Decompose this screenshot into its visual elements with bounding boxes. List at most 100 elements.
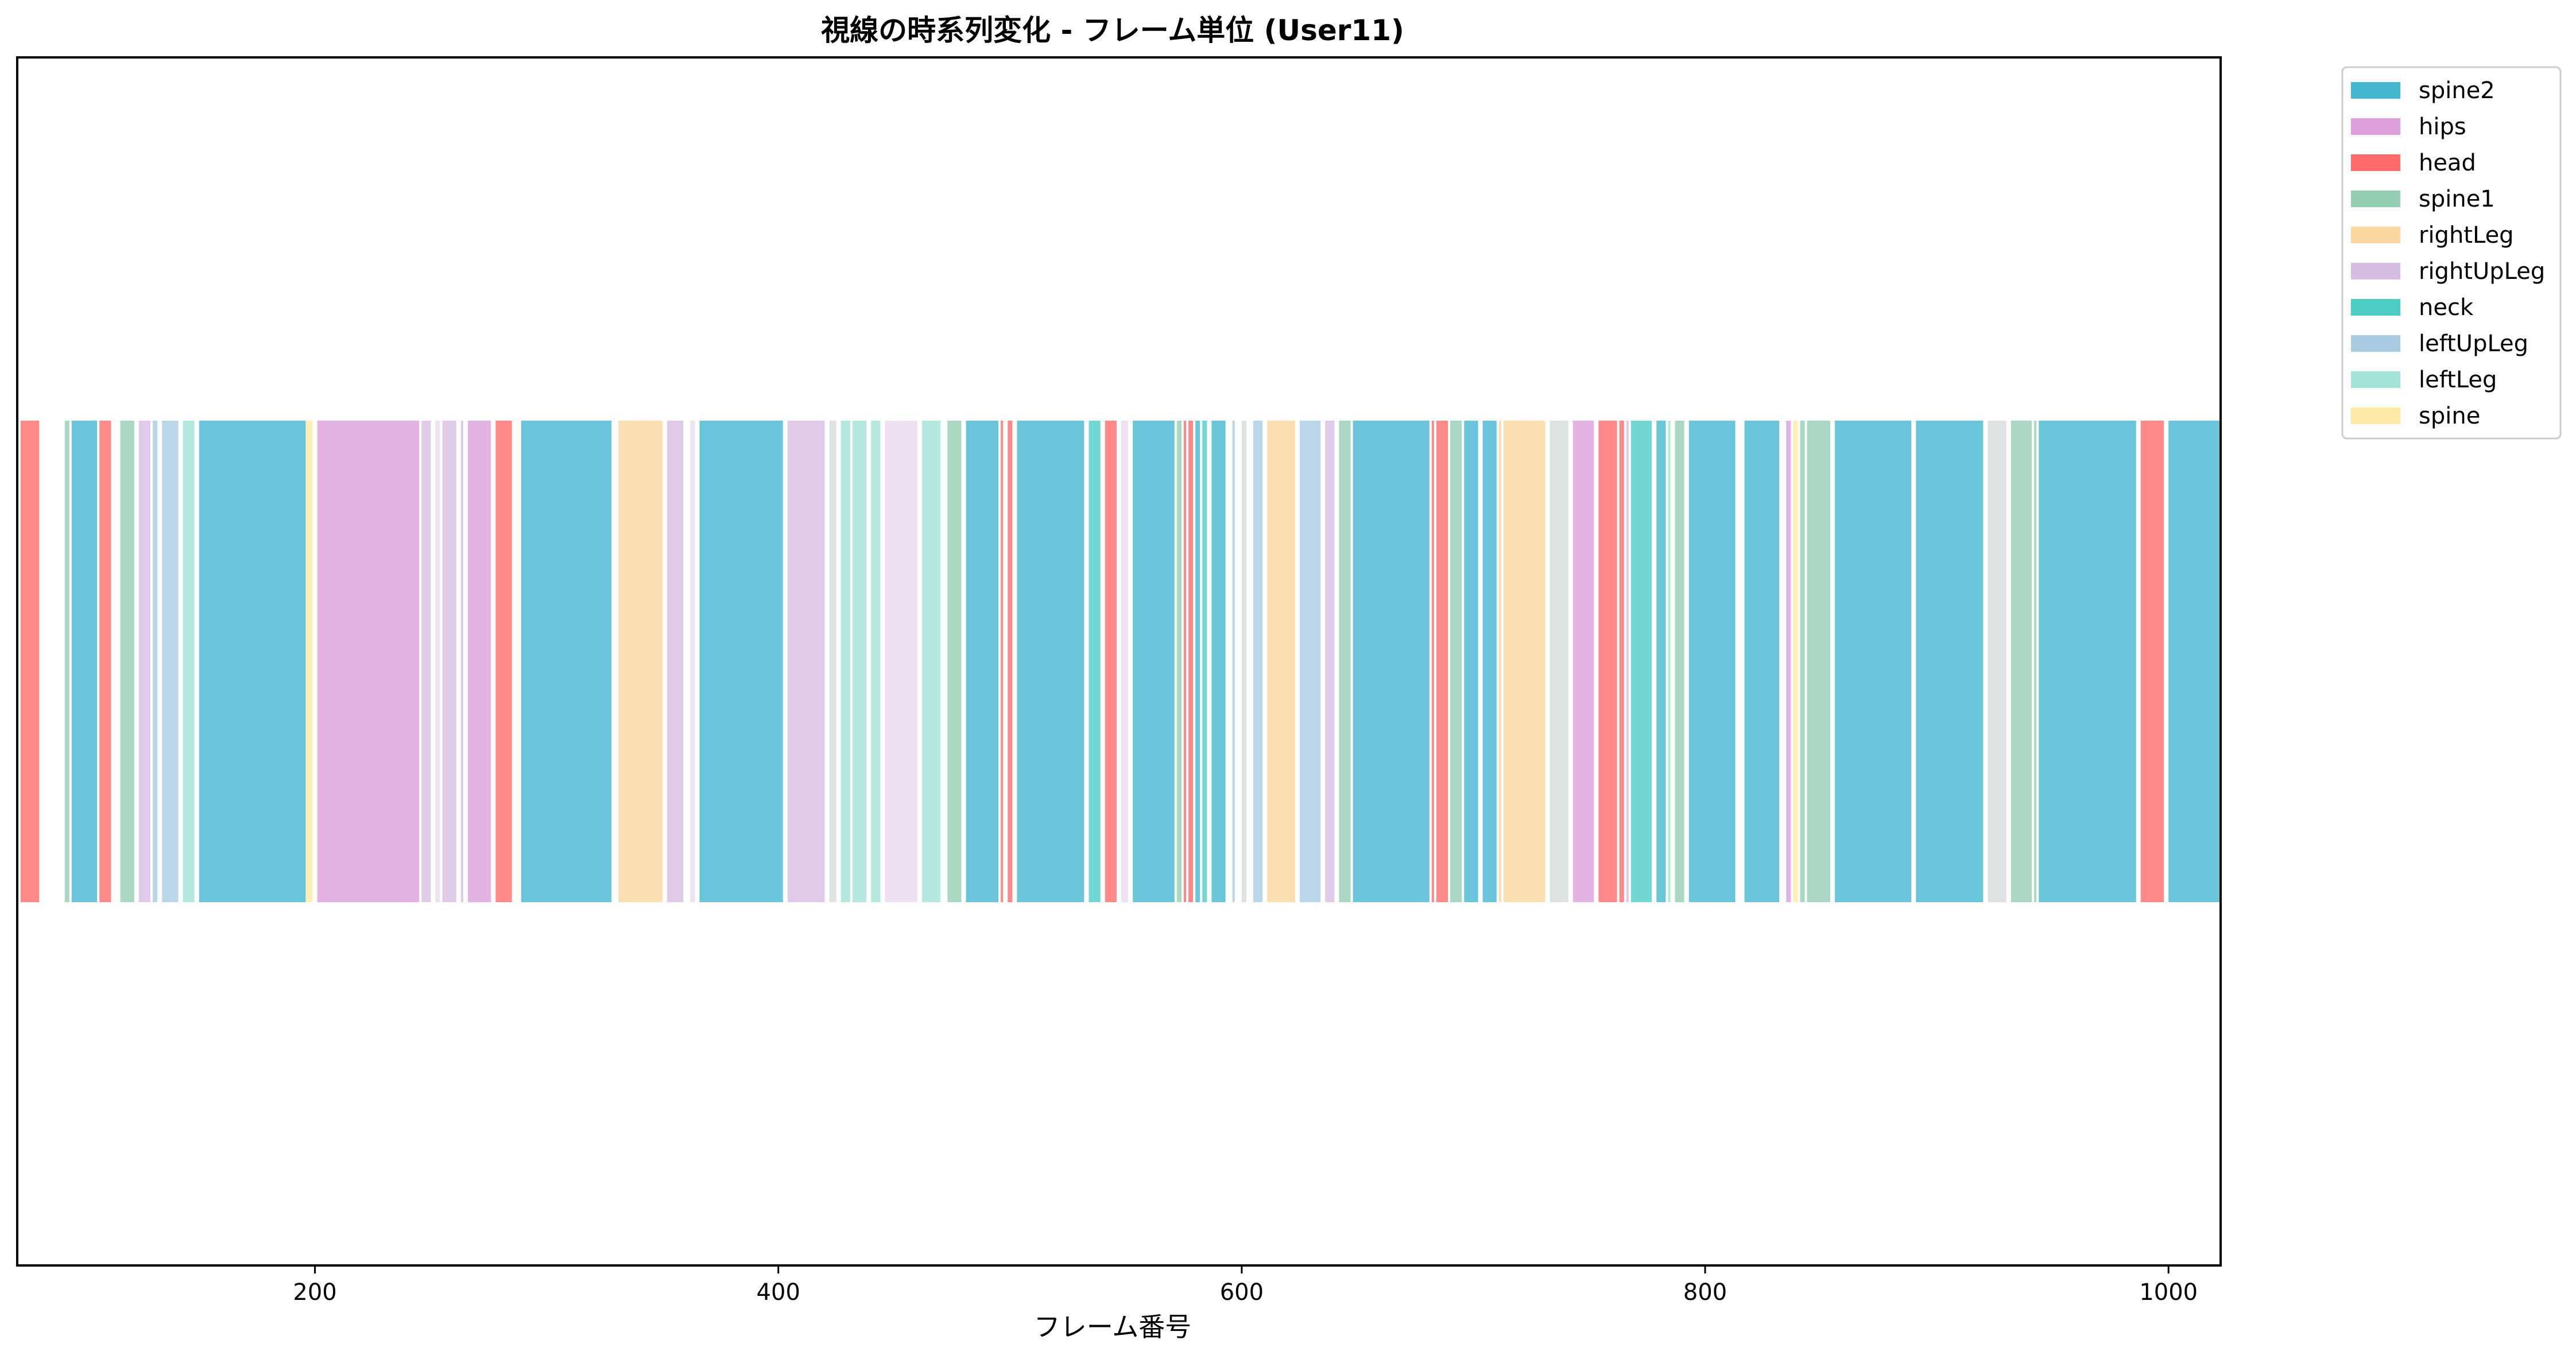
bar-segment-rightUpLeg-14 <box>442 421 456 902</box>
bar-segment-rightLeg-19 <box>618 421 663 902</box>
legend-swatch-spine1 <box>2351 191 2400 207</box>
bar-segment-head-3 <box>99 421 111 902</box>
bar-segment-spine2-9 <box>199 421 306 902</box>
bar-segment-spine2-34 <box>1017 421 1084 902</box>
bar-segment-head-62 <box>1598 421 1617 902</box>
bar-segment-spine1-4 <box>120 421 134 902</box>
legend-label-leftLeg: leftLeg <box>2419 367 2497 393</box>
x-tick-label-400: 400 <box>757 1279 800 1306</box>
bar-segment-head-41 <box>1188 421 1194 902</box>
bar-segment-rightLeg-48 <box>1267 421 1295 902</box>
bar-segment-spine1-51 <box>1339 421 1351 902</box>
legend-swatch-hips <box>2351 118 2400 135</box>
bar-segment-spine1-55 <box>1450 421 1462 902</box>
bar-segment-leftLeg-8 <box>183 421 195 902</box>
bar-segment-hips-61 <box>1573 421 1594 902</box>
plot-area-frame <box>16 56 2222 1267</box>
bar-segment-rightUpLeg-12 <box>421 421 431 902</box>
legend-label-neck: neck <box>2419 294 2474 321</box>
legend-swatch-neck <box>2351 299 2400 316</box>
bar-segment-leftLeg-67 <box>1668 421 1671 902</box>
bar-segment-spine2-44 <box>1211 421 1226 902</box>
legend-label-hips: hips <box>2419 114 2466 140</box>
bar-segment-spine2-80 <box>2039 421 2136 902</box>
bar-segment-spine-72 <box>1793 421 1798 902</box>
legend-swatch-head <box>2351 154 2400 171</box>
bar-segment-leftUpLeg-7 <box>162 421 179 902</box>
bar-segment-head-81 <box>2140 421 2164 902</box>
bar-segment-rightUpLeg-15 <box>460 421 463 902</box>
bar-segment-leftUpLeg-49 <box>1299 421 1321 902</box>
bar-segment-spine2-52 <box>1353 421 1430 902</box>
bar-segment-head-32 <box>1001 421 1004 902</box>
bar-segment-spine2-18 <box>521 421 612 902</box>
bar-segment-head-63 <box>1619 421 1624 902</box>
bar-segment-rightUpLeg-5 <box>138 421 151 902</box>
bar-segment-hips-11 <box>317 421 420 902</box>
bar-segment-other_lavender-28 <box>885 421 917 902</box>
bar-segment-other_light_gray-46 <box>1241 421 1246 902</box>
bar-segment-leftLeg-27 <box>871 421 881 902</box>
bar-segment-spine1-68 <box>1675 421 1684 902</box>
x-tick-label-600: 600 <box>1220 1279 1264 1306</box>
bar-segment-rightLeg-58 <box>1498 421 1501 902</box>
bar-segment-leftLeg-29 <box>921 421 941 902</box>
bar-segment-leftLeg-26 <box>852 421 867 902</box>
bar-segment-other_light_gray-77 <box>1988 421 2006 902</box>
x-axis-ticks: 200 400 600 800 1000 <box>293 1265 2198 1306</box>
bar-segment-rightUpLeg-23 <box>787 421 825 902</box>
legend: spine2 hips head spine1 rightLeg rightUpLeg ne… <box>2341 66 2562 440</box>
bar-segment-spine2-42 <box>1195 421 1200 902</box>
bar-segment-leftUpLeg-6 <box>153 421 158 902</box>
bar-segment-spine2-31 <box>966 421 999 902</box>
x-tick-label-200: 200 <box>293 1279 336 1306</box>
bar-segment-spine1-74 <box>1807 421 1830 902</box>
bar-segment-spine2-70 <box>1744 421 1780 902</box>
bar-segment-rightUpLeg-20 <box>667 421 684 902</box>
bar-segment-head-40 <box>1184 421 1187 902</box>
legend-swatch-spine2 <box>2351 82 2400 99</box>
bar-segment-leftLeg-25 <box>840 421 850 902</box>
bar-segment-head-33 <box>1008 421 1013 902</box>
bar-segment-spine2-57 <box>1482 421 1497 902</box>
bar-segment-rightUpLeg-64 <box>1626 421 1629 902</box>
bar-segment-spine1-39 <box>1176 421 1182 902</box>
bar-segment-spine2-56 <box>1464 421 1478 902</box>
bar-segment-head-53 <box>1431 421 1434 902</box>
bar-segment-neck-65 <box>1630 421 1652 902</box>
bar-segment-spine2-82 <box>2168 421 2219 902</box>
legend-label-rightUpLeg: rightUpLeg <box>2419 258 2545 285</box>
bar-segment-leftUpLeg-45 <box>1232 421 1235 902</box>
bar-segment-rightLeg-59 <box>1503 421 1545 902</box>
bar-segment-spine2-66 <box>1656 421 1666 902</box>
x-axis-label: フレーム番号 <box>1034 1311 1192 1342</box>
bar-segment-neck-43 <box>1202 421 1207 902</box>
bar-segment-spine1-30 <box>947 421 962 902</box>
legend-label-leftUpLeg: leftUpLeg <box>2419 331 2528 357</box>
legend-label-rightLeg: rightLeg <box>2419 222 2514 248</box>
bar-segment-spine2-76 <box>1916 421 1984 902</box>
bar-segment-spine1-1 <box>64 421 69 902</box>
legend-label-head: head <box>2419 150 2476 176</box>
bar-segment-other_light_gray-60 <box>1550 421 1568 902</box>
bar-segment-neck-35 <box>1088 421 1101 902</box>
bar-segment-head-0 <box>21 421 40 902</box>
bar-segment-leftUpLeg-47 <box>1253 421 1263 902</box>
bar-segment-spine2-69 <box>1688 421 1736 902</box>
bar-segment-head-54 <box>1436 421 1448 902</box>
bar-segment-hips-16 <box>467 421 491 902</box>
bar-segment-other_light_gray-24 <box>829 421 836 902</box>
bar-segment-spine2-2 <box>71 421 98 902</box>
bar-segment-rightUpLeg-50 <box>1325 421 1335 902</box>
bar-segment-spine1-73 <box>1800 421 1805 902</box>
legend-label-spine1: spine1 <box>2419 186 2495 212</box>
bar-segment-spine2-38 <box>1133 421 1175 902</box>
bar-segment-spine-10 <box>305 421 313 902</box>
bar-segment-other_lavender-13 <box>435 421 440 902</box>
x-tick-label-1000: 1000 <box>2139 1279 2198 1306</box>
bar-segment-head-36 <box>1105 421 1117 902</box>
bar-segment-head-17 <box>495 421 512 902</box>
timeline-bars <box>21 421 2219 902</box>
legend-swatch-leftLeg <box>2351 371 2400 388</box>
